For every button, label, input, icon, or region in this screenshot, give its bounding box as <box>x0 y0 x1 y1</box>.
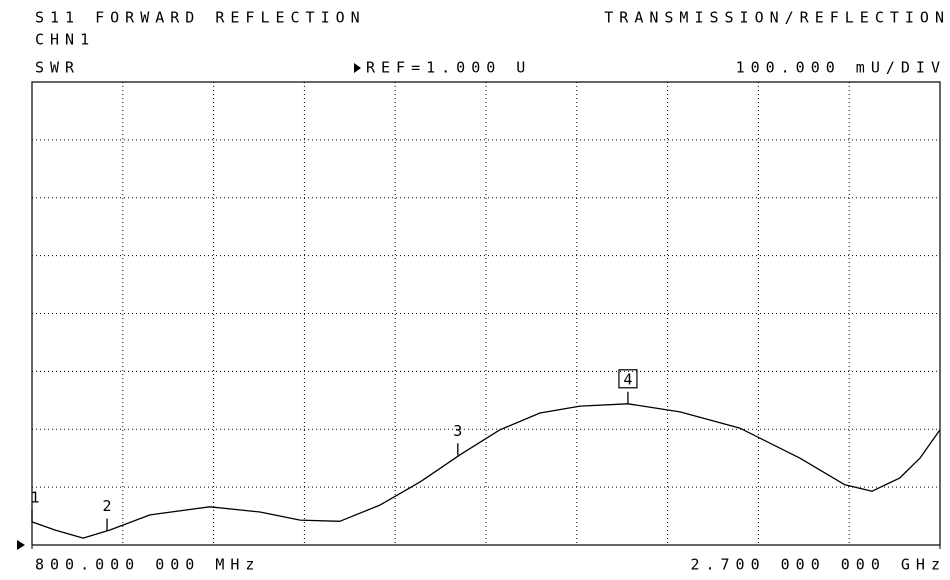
scale-label: 100.000 mU/DIV <box>736 59 946 77</box>
format-label: SWR <box>35 59 80 77</box>
x-tick-label: 800.000 000 MHz <box>35 556 260 574</box>
channel-label: CHN1 <box>35 31 95 49</box>
reference-label: REF=1.000 U <box>366 59 531 77</box>
marker-label: 1 <box>30 488 39 506</box>
trace <box>31 403 941 539</box>
mode-label: TRANSMISSION/REFLECTION <box>604 9 950 27</box>
ref-arrow <box>354 63 361 73</box>
ref-position-arrow <box>17 540 25 550</box>
plot-frame <box>31 81 941 546</box>
marker-label: 2 <box>103 497 112 515</box>
marker-label: 3 <box>453 422 462 440</box>
active-marker-box <box>618 369 638 389</box>
marker-label: 4 <box>623 370 632 388</box>
chart-title: S11 FORWARD REFLECTION <box>35 9 366 27</box>
x-tick-label: 2.700 000 000 GHz <box>690 556 946 574</box>
